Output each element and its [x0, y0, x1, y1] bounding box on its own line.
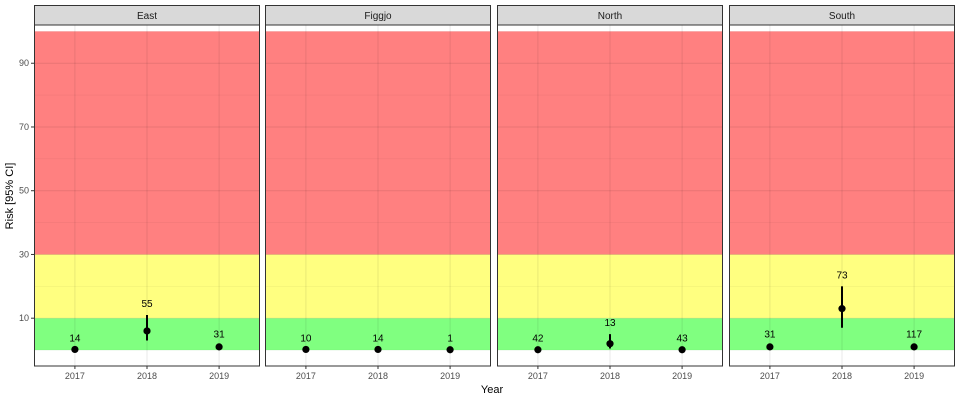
x-tick-label: 2017 — [65, 371, 85, 381]
y-tick-label: 30 — [19, 249, 29, 259]
data-point — [910, 343, 918, 351]
sample-size-label: 42 — [532, 334, 544, 345]
sample-size-label: 55 — [141, 299, 153, 310]
x-tick-label: 2019 — [209, 371, 229, 381]
risk-band — [265, 318, 491, 351]
data-point — [143, 327, 151, 335]
facet-strip — [265, 5, 491, 26]
facet-strip-label: East — [137, 11, 157, 22]
risk-band — [497, 254, 723, 319]
data-point — [215, 343, 223, 351]
data-point — [838, 305, 846, 313]
risk-band — [265, 254, 491, 319]
data-point — [606, 340, 614, 348]
risk-band — [34, 254, 260, 319]
data-point — [534, 346, 542, 354]
data-point — [71, 345, 79, 354]
y-axis-title: Risk [95% CI] — [4, 163, 16, 230]
sample-size-label: 117 — [906, 329, 922, 340]
facet-strip-label: South — [829, 11, 855, 22]
sample-size-label: 31 — [764, 329, 776, 340]
data-point — [446, 346, 454, 354]
x-tick-label: 2017 — [528, 371, 548, 381]
x-tick-label: 2017 — [760, 371, 780, 381]
y-tick-label: 70 — [19, 122, 29, 132]
sample-size-label: 1 — [447, 334, 453, 345]
facet-strip-label: Figgjo — [364, 11, 392, 22]
sample-size-label: 13 — [604, 318, 616, 329]
sample-size-label: 10 — [300, 333, 312, 344]
y-tick-label: 50 — [19, 186, 29, 196]
y-tick-label: 90 — [19, 58, 29, 68]
facet-strip-label: North — [598, 11, 622, 22]
x-tick-label: 2018 — [600, 371, 620, 381]
risk-band — [34, 31, 260, 255]
x-tick-label: 2017 — [296, 371, 316, 381]
facet-strip — [497, 5, 723, 26]
sample-size-label: 14 — [372, 333, 384, 344]
x-tick-label: 2018 — [137, 371, 157, 381]
sample-size-label: 31 — [214, 329, 226, 340]
x-tick-label: 2018 — [832, 371, 852, 381]
facet-strip — [34, 5, 260, 26]
sample-size-label: 73 — [836, 270, 848, 281]
data-point — [374, 345, 382, 354]
x-tick-label: 2019 — [672, 371, 692, 381]
x-tick-label: 2019 — [904, 371, 924, 381]
data-point — [678, 346, 686, 354]
y-tick-label: 10 — [19, 313, 29, 323]
risk-band — [265, 31, 491, 255]
sample-size-label: 14 — [69, 333, 81, 344]
sample-size-label: 43 — [677, 334, 689, 345]
data-point — [302, 345, 310, 354]
data-point — [766, 343, 774, 351]
facet-strip — [729, 5, 955, 26]
x-axis-title: Year — [481, 384, 504, 396]
risk-band — [729, 31, 955, 255]
risk-band — [497, 31, 723, 255]
x-tick-label: 2018 — [368, 371, 388, 381]
x-tick-label: 2019 — [440, 371, 460, 381]
